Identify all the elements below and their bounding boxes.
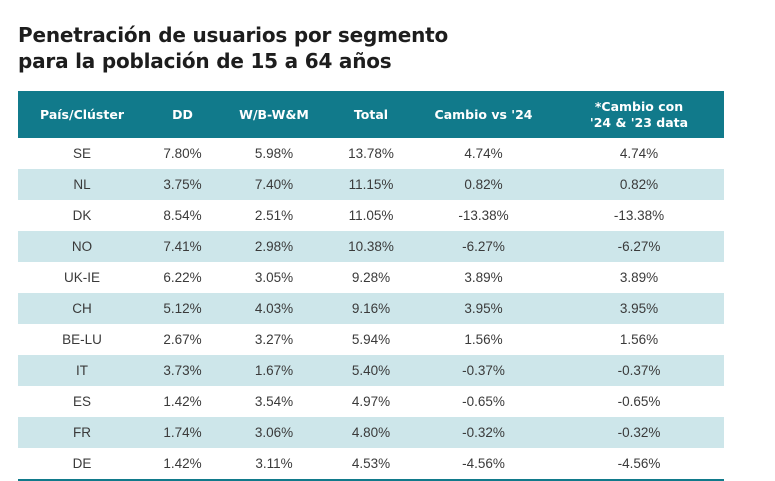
cell-change: 1.56% <box>464 332 503 347</box>
cell-total: 9.16% <box>329 293 413 324</box>
cell-change-combined: -0.65% <box>617 394 661 409</box>
cell-change-combined: -13.38% <box>613 208 665 223</box>
cell-dd: 1.42% <box>163 394 202 409</box>
table-row: IT 3.73% 1.67% 5.40% -0.37% -0.37% <box>18 355 724 386</box>
cell-dd: 5.12% <box>146 293 219 324</box>
cell-total: 5.94% <box>351 332 391 347</box>
cell-country: DE <box>18 448 146 481</box>
header-total: Total <box>329 91 413 138</box>
page-title: Penetración de usuarios por segmento par… <box>18 22 618 74</box>
header-row: País/Clúster DD W/B-W&M Total Cambio vs … <box>18 91 724 138</box>
cell-wb: 3.54% <box>254 394 294 409</box>
cell-total: 4.53% <box>329 448 413 481</box>
penetration-table: País/Clúster DD W/B-W&M Total Cambio vs … <box>18 91 724 481</box>
table-row: SE 7.80% 5.98% 13.78% 4.74% 4.74% <box>18 138 724 169</box>
cell-dd: 2.67% <box>163 332 202 347</box>
cell-country: BE-LU <box>62 332 102 347</box>
table-row: ES 1.42% 3.54% 4.97% -0.65% -0.65% <box>18 386 724 417</box>
cell-dd: 1.42% <box>146 448 219 481</box>
cell-change-combined: -6.27% <box>554 231 724 262</box>
cell-dd: 6.22% <box>163 270 202 285</box>
cell-wb: 5.98% <box>254 146 294 161</box>
cell-wb: 3.05% <box>254 270 294 285</box>
cell-change-combined: -4.56% <box>554 448 724 481</box>
cell-change: -13.38% <box>458 208 509 223</box>
cell-change-combined: 3.95% <box>554 293 724 324</box>
cell-change-combined: 4.74% <box>619 146 659 161</box>
header-dd: DD <box>146 91 219 138</box>
title-line-1: Penetración de usuarios por segmento <box>18 23 449 47</box>
cell-country: NO <box>18 231 146 262</box>
table-row: CH 5.12% 4.03% 9.16% 3.95% 3.95% <box>18 293 724 324</box>
table-row: DE 1.42% 3.11% 4.53% -4.56% -4.56% <box>18 448 724 481</box>
cell-change: -0.37% <box>413 355 554 386</box>
cell-total: 10.38% <box>329 231 413 262</box>
cell-wb: 1.67% <box>219 355 329 386</box>
cell-country: SE <box>72 146 91 161</box>
cell-total: 11.15% <box>329 169 413 200</box>
cell-change: -0.65% <box>462 394 505 409</box>
table-row: BE-LU 2.67% 3.27% 5.94% 1.56% 1.56% <box>18 324 724 355</box>
cell-change: 0.82% <box>413 169 554 200</box>
cell-wb: 3.27% <box>254 332 294 347</box>
cell-total: 4.97% <box>351 394 391 409</box>
cell-change: -0.32% <box>413 417 554 448</box>
table-row: DK 8.54% 2.51% 11.05% -13.38% -13.38% <box>18 200 724 231</box>
cell-change: -6.27% <box>413 231 554 262</box>
header-country: País/Clúster <box>18 91 146 138</box>
table-row: NO 7.41% 2.98% 10.38% -6.27% -6.27% <box>18 231 724 262</box>
cell-wb: 4.03% <box>219 293 329 324</box>
table-header: País/Clúster DD W/B-W&M Total Cambio vs … <box>18 91 724 138</box>
table-body: SE 7.80% 5.98% 13.78% 4.74% 4.74% NL 3.7… <box>18 138 724 481</box>
cell-change-combined: 1.56% <box>619 332 659 347</box>
cell-country: IT <box>18 355 146 386</box>
header-change-combined-line-2: '24 & '23 data <box>589 114 689 130</box>
cell-wb: 2.51% <box>254 208 294 223</box>
cell-dd: 3.75% <box>146 169 219 200</box>
cell-dd: 1.74% <box>146 417 219 448</box>
cell-dd: 8.54% <box>163 208 202 223</box>
header-change: Cambio vs '24 <box>413 91 554 138</box>
cell-change-combined: -0.32% <box>554 417 724 448</box>
cell-change-combined: 0.82% <box>554 169 724 200</box>
cell-total: 4.80% <box>329 417 413 448</box>
cell-country: ES <box>72 394 91 409</box>
cell-wb: 3.11% <box>219 448 329 481</box>
table-row: FR 1.74% 3.06% 4.80% -0.32% -0.32% <box>18 417 724 448</box>
cell-total: 9.28% <box>351 270 391 285</box>
cell-country: DK <box>72 208 92 223</box>
cell-country: UK-IE <box>63 270 100 285</box>
cell-country: CH <box>18 293 146 324</box>
cell-country: NL <box>18 169 146 200</box>
cell-dd: 7.41% <box>146 231 219 262</box>
cell-total: 13.78% <box>348 146 394 161</box>
cell-total: 11.05% <box>348 208 394 223</box>
cell-dd: 7.80% <box>163 146 202 161</box>
header-change-combined-line-1: *Cambio con <box>594 98 684 114</box>
cell-dd: 3.73% <box>146 355 219 386</box>
cell-country: FR <box>18 417 146 448</box>
cell-change-combined: 3.89% <box>619 270 659 285</box>
header-wb: W/B-W&M <box>219 91 329 138</box>
cell-change: 3.89% <box>464 270 503 285</box>
header-change-combined: *Cambio con '24 & '23 data <box>554 91 724 138</box>
cell-wb: 3.06% <box>219 417 329 448</box>
cell-wb: 7.40% <box>219 169 329 200</box>
title-line-2: para la población de 15 a 64 años <box>18 49 392 73</box>
cell-total: 5.40% <box>329 355 413 386</box>
table-row: NL 3.75% 7.40% 11.15% 0.82% 0.82% <box>18 169 724 200</box>
cell-change: -4.56% <box>413 448 554 481</box>
cell-change: 3.95% <box>413 293 554 324</box>
cell-change: 4.74% <box>464 146 503 161</box>
cell-change-combined: -0.37% <box>554 355 724 386</box>
table-row: UK-IE 6.22% 3.05% 9.28% 3.89% 3.89% <box>18 262 724 293</box>
cell-wb: 2.98% <box>219 231 329 262</box>
